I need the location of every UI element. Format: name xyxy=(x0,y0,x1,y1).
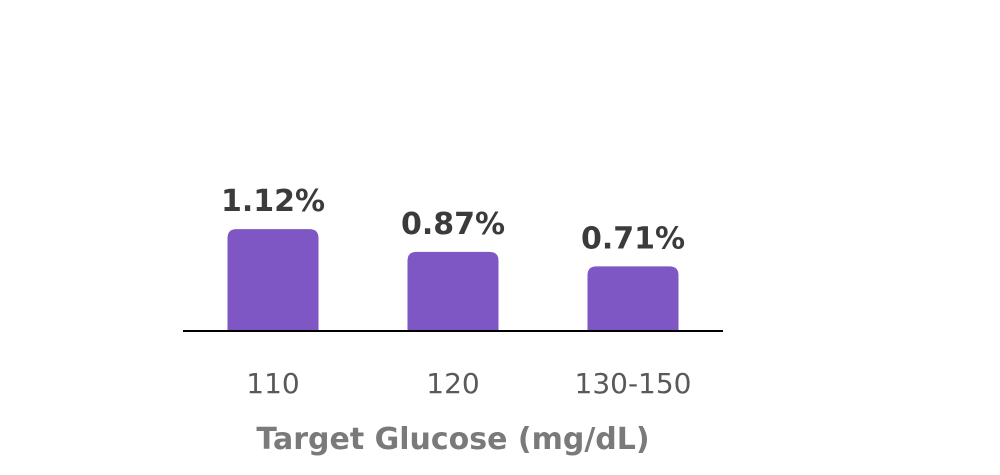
value-labels: 1.12% 0.87% 0.71% xyxy=(221,184,685,256)
x-axis-title: Target Glucose (mg/dL) xyxy=(256,422,649,457)
value-label-130-150: 0.71% xyxy=(581,221,685,256)
x-tick-label-120: 120 xyxy=(426,367,479,400)
value-label-120: 0.87% xyxy=(401,207,505,242)
x-tick-labels: 110 120 130-150 xyxy=(246,367,691,400)
bars xyxy=(227,229,679,331)
x-tick-label-130-150: 130-150 xyxy=(575,367,692,400)
bar-130-150 xyxy=(587,266,679,331)
x-tick-label-110: 110 xyxy=(246,367,299,400)
bar-120 xyxy=(407,251,499,331)
value-label-110: 1.12% xyxy=(221,184,325,219)
bar-110 xyxy=(227,229,319,331)
